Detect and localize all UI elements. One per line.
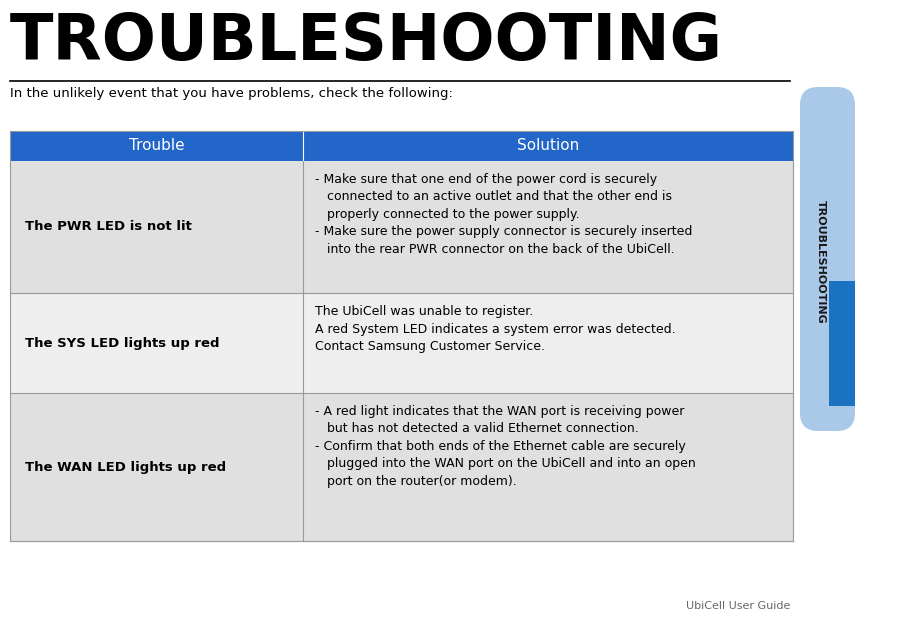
Bar — [829, 281, 855, 406]
FancyBboxPatch shape — [800, 87, 855, 431]
Text: The PWR LED is not lit: The PWR LED is not lit — [25, 220, 191, 233]
Bar — [10, 161, 793, 293]
Text: TROUBLESHOOTING: TROUBLESHOOTING — [10, 11, 723, 73]
Text: TROUBLESHOOTING: TROUBLESHOOTING — [816, 199, 826, 324]
Bar — [10, 131, 793, 161]
Bar — [10, 293, 793, 393]
Text: - A red light indicates that the WAN port is receiving power
   but has not dete: - A red light indicates that the WAN por… — [315, 405, 696, 488]
Text: The SYS LED lights up red: The SYS LED lights up red — [25, 337, 219, 350]
Text: The UbiCell was unable to register.
A red System LED indicates a system error wa: The UbiCell was unable to register. A re… — [315, 305, 676, 353]
Text: UbiCell User Guide: UbiCell User Guide — [686, 601, 790, 611]
Text: Solution: Solution — [517, 138, 579, 153]
Text: In the unlikely event that you have problems, check the following:: In the unlikely event that you have prob… — [10, 87, 453, 100]
Bar — [10, 393, 793, 541]
Text: Trouble: Trouble — [129, 138, 184, 153]
Text: - Make sure that one end of the power cord is securely
   connected to an active: - Make sure that one end of the power co… — [315, 173, 692, 256]
Text: The WAN LED lights up red: The WAN LED lights up red — [25, 461, 227, 473]
